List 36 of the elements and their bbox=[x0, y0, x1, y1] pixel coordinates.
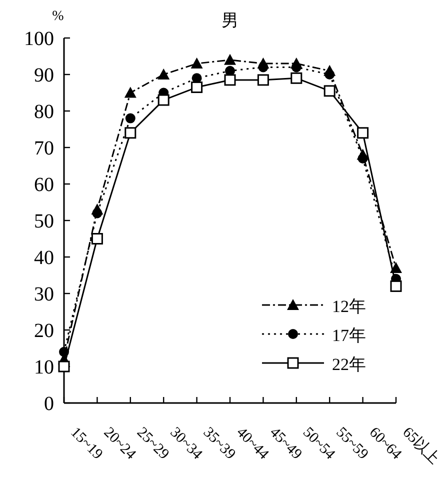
point bbox=[91, 233, 103, 244]
point bbox=[190, 58, 203, 69]
point bbox=[92, 208, 102, 218]
y-tick-label: 70 bbox=[34, 138, 54, 160]
y-tick-label: 60 bbox=[34, 174, 54, 196]
y-tick-label: 20 bbox=[34, 320, 54, 342]
point bbox=[324, 70, 335, 80]
y-tick-label: 90 bbox=[34, 64, 54, 86]
y-tick-label: 50 bbox=[34, 210, 54, 232]
legend-label: 17年 bbox=[332, 326, 366, 345]
y-tick-label: 40 bbox=[34, 247, 54, 269]
y-tick-label: 10 bbox=[34, 356, 54, 378]
y-tick-label: 100 bbox=[24, 28, 54, 50]
point bbox=[291, 62, 302, 72]
chart-title: 男 bbox=[222, 11, 238, 30]
point bbox=[191, 82, 203, 94]
point bbox=[290, 72, 302, 84]
y-tick-label: 80 bbox=[34, 101, 54, 123]
point bbox=[357, 127, 369, 139]
y-axis-title: % bbox=[52, 9, 64, 24]
point bbox=[358, 153, 368, 164]
point bbox=[258, 62, 268, 72]
y-tick-label: 0 bbox=[44, 393, 54, 415]
point bbox=[390, 280, 402, 292]
point bbox=[124, 127, 136, 139]
point bbox=[224, 54, 236, 65]
legend-label: 22年 bbox=[332, 355, 366, 374]
y-tick-label: 30 bbox=[34, 284, 54, 306]
point bbox=[158, 68, 170, 80]
point bbox=[124, 86, 136, 98]
point bbox=[324, 85, 336, 97]
legend-label: 12年 bbox=[332, 297, 366, 316]
point bbox=[158, 94, 170, 106]
point bbox=[257, 74, 269, 86]
point bbox=[224, 74, 236, 86]
point bbox=[125, 113, 136, 124]
